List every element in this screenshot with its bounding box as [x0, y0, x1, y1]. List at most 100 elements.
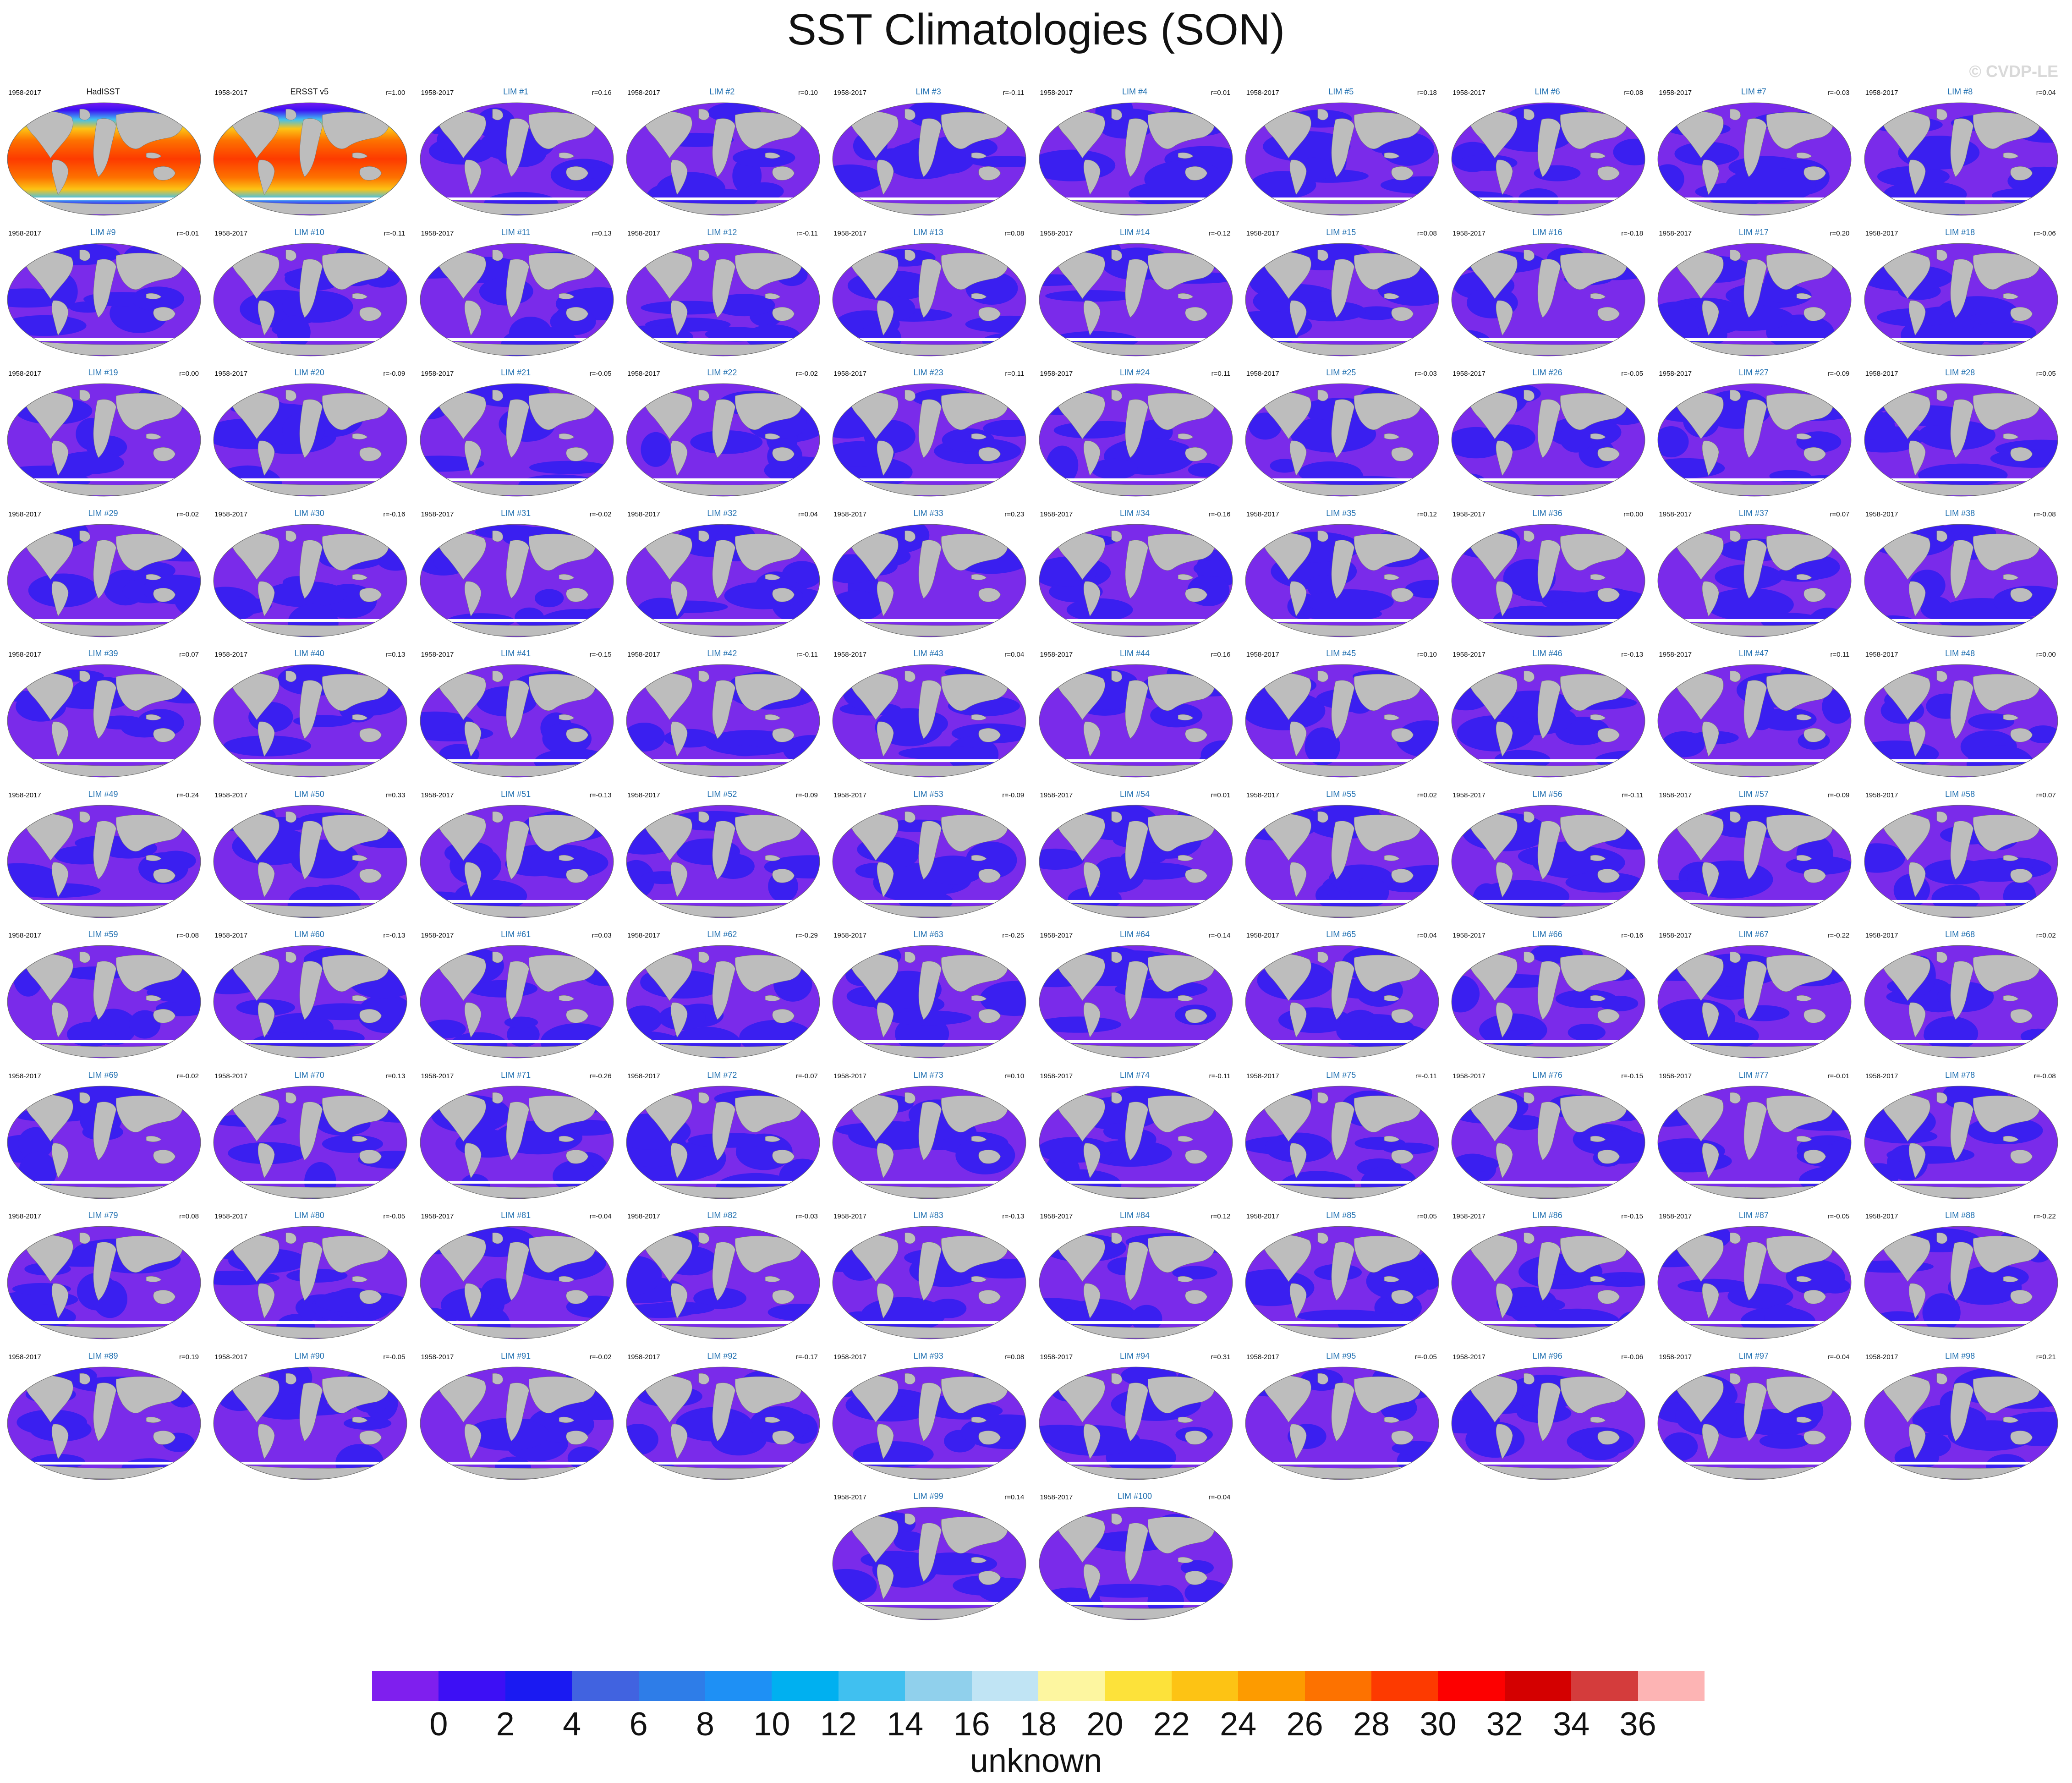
land-mass [941, 1376, 1008, 1413]
map-panel: 1958-2017 LIM #50 r=0.33 [211, 790, 408, 925]
land-mass [2010, 1290, 2033, 1304]
panel-period: 1958-2017 [1659, 791, 1692, 799]
sst-patch [553, 1119, 614, 1136]
panel-correlation: r=-0.15 [1621, 1072, 1644, 1080]
map-panel: 1958-2017 LIM #99 r=0.14 [830, 1492, 1027, 1627]
missing-data-band [833, 197, 1026, 201]
panel-correlation: r=-0.07 [795, 1072, 818, 1080]
panel-title: ERSST v5 [290, 87, 329, 96]
sst-patch [1452, 473, 1485, 488]
land-mass [1524, 109, 1535, 121]
land-mass [1730, 1092, 1741, 1103]
panel-period: 1958-2017 [833, 370, 866, 378]
world-map [7, 805, 201, 918]
panel-title: LIM #29 [88, 508, 118, 518]
land-mass [153, 307, 175, 321]
land-mass [322, 955, 389, 992]
missing-data-band [7, 1040, 201, 1043]
land-mass [528, 393, 595, 430]
land-mass [93, 1101, 116, 1160]
sst-patch [1968, 713, 2014, 730]
land-mass [359, 728, 382, 742]
land-mass [359, 1290, 382, 1304]
land-mass [506, 539, 529, 598]
world-map [626, 945, 820, 1059]
land-mass [528, 1235, 595, 1273]
missing-data-band [1245, 759, 1439, 763]
land-mass [1111, 109, 1122, 121]
panel-correlation: r=0.01 [1211, 89, 1231, 97]
world-map [1451, 1366, 1645, 1480]
land-mass [359, 307, 382, 321]
missing-data-band [1452, 1321, 1645, 1324]
land-mass [1803, 1149, 1826, 1164]
land-mass [1936, 390, 1947, 401]
map-outline [1451, 805, 1645, 918]
land-mass [1331, 680, 1354, 739]
map-outline [1451, 1086, 1645, 1199]
land-mass [712, 118, 735, 177]
land-mass [1184, 447, 1207, 461]
land-mass [765, 714, 781, 721]
map-panel: 1958-2017 LIM #82 r=-0.03 [624, 1211, 821, 1346]
world-map [1864, 1226, 2058, 1339]
land-mass [1702, 1143, 1719, 1178]
land-mass [1560, 533, 1627, 571]
land-mass [51, 440, 69, 476]
map-panel: 1958-2017 LIM #13 r=0.08 [830, 228, 1027, 363]
land-mass [1950, 1101, 1973, 1160]
land-mass [1083, 721, 1100, 757]
panel-period: 1958-2017 [1865, 932, 1898, 939]
panel-correlation: r=-0.05 [589, 370, 612, 378]
panel-period: 1958-2017 [1865, 791, 1898, 799]
land-mass [146, 1276, 162, 1283]
map-outline [832, 1226, 1026, 1339]
land-mass [51, 581, 69, 616]
sst-patch [1295, 301, 1366, 321]
land-mass [1111, 951, 1122, 963]
panel-title: LIM #64 [1119, 930, 1150, 939]
land-mass [849, 673, 899, 720]
world-map [1039, 805, 1233, 918]
panel-correlation: r=0.02 [2036, 932, 2056, 939]
panel-period: 1958-2017 [421, 1212, 454, 1220]
land-mass [670, 440, 688, 476]
panel-title: LIM #41 [501, 649, 531, 658]
land-mass [566, 1149, 588, 1164]
panel-period: 1958-2017 [421, 370, 454, 378]
colorbar-swatch [971, 1671, 1039, 1701]
land-mass [79, 530, 90, 542]
panel-correlation: r=-0.01 [177, 229, 199, 237]
land-mass [285, 951, 297, 963]
map-outline [626, 524, 820, 637]
map-panel: 1958-2017 LIM #25 r=-0.03 [1243, 368, 1440, 503]
panel-correlation: r=-0.03 [795, 1212, 818, 1220]
panel-correlation: r=-0.05 [383, 1353, 406, 1361]
land-mass [24, 813, 73, 861]
map-outline [832, 524, 1026, 637]
missing-data-band [833, 1461, 1026, 1465]
land-mass [712, 1101, 735, 1160]
map-outline [626, 664, 820, 778]
world-map [420, 524, 614, 637]
colorbar-swatch [1238, 1671, 1305, 1701]
panel-period: 1958-2017 [1659, 1212, 1692, 1220]
map-outline [7, 1366, 201, 1480]
panel-title: LIM #61 [501, 930, 531, 939]
land-mass [1797, 433, 1812, 440]
land-mass [1354, 955, 1421, 992]
sst-patch [853, 1441, 934, 1468]
panel-period: 1958-2017 [1659, 932, 1692, 939]
world-map [1864, 102, 2058, 216]
map-outline [1864, 383, 2058, 497]
land-mass [1468, 532, 1518, 580]
land-mass [2010, 1430, 2033, 1445]
land-mass [1178, 152, 1193, 159]
panel-period: 1958-2017 [833, 932, 866, 939]
panel-correlation: r=0.13 [385, 1072, 406, 1080]
missing-data-band [1039, 1040, 1233, 1043]
map-outline [1451, 102, 1645, 216]
panel-correlation: r=-0.05 [1621, 370, 1644, 378]
missing-data-band [626, 478, 820, 482]
land-mass [506, 258, 529, 318]
